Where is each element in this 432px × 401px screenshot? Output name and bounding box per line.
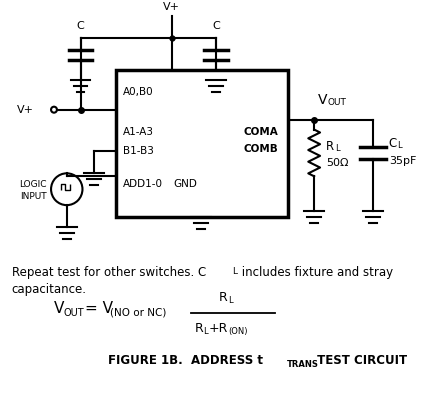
Text: LOGIC: LOGIC <box>19 180 47 189</box>
Text: FIGURE 1B.  ADDRESS t: FIGURE 1B. ADDRESS t <box>108 354 263 367</box>
Text: L: L <box>335 144 340 154</box>
Text: (NO or NC): (NO or NC) <box>110 308 166 318</box>
Text: L: L <box>203 327 208 336</box>
Text: L: L <box>228 296 232 305</box>
Text: L: L <box>397 141 402 150</box>
Text: OUT: OUT <box>64 308 84 318</box>
Text: C: C <box>389 137 397 150</box>
Text: A1-A3: A1-A3 <box>123 127 154 137</box>
Text: +R: +R <box>209 322 229 335</box>
Text: INPUT: INPUT <box>20 192 47 200</box>
Text: A0,B0: A0,B0 <box>123 87 153 97</box>
Text: 50Ω: 50Ω <box>326 158 349 168</box>
Text: TEST CIRCUIT: TEST CIRCUIT <box>313 354 407 367</box>
Text: V: V <box>318 93 327 107</box>
Text: OUT: OUT <box>328 98 347 107</box>
Text: capacitance.: capacitance. <box>12 283 87 296</box>
Text: R: R <box>219 291 228 304</box>
Text: 35pF: 35pF <box>389 156 416 166</box>
Text: R: R <box>194 322 203 335</box>
Text: C: C <box>212 21 220 31</box>
Text: TRANS: TRANS <box>287 360 318 369</box>
Text: C: C <box>76 21 84 31</box>
Text: (ON): (ON) <box>228 327 247 336</box>
Text: GND: GND <box>174 179 198 189</box>
Text: V+: V+ <box>163 2 180 12</box>
Text: B1-B3: B1-B3 <box>123 146 154 156</box>
Text: V+: V+ <box>17 105 35 115</box>
Text: L: L <box>232 267 237 276</box>
Text: V: V <box>54 301 64 316</box>
Text: includes fixture and stray: includes fixture and stray <box>238 266 393 279</box>
Text: Repeat test for other switches. C: Repeat test for other switches. C <box>12 266 206 279</box>
Text: R: R <box>326 140 334 154</box>
Text: ADD1-0: ADD1-0 <box>123 179 163 189</box>
Bar <box>116 70 288 217</box>
Text: COMA: COMA <box>243 127 278 137</box>
Text: = V: = V <box>86 301 114 316</box>
Text: COMB: COMB <box>243 144 278 154</box>
